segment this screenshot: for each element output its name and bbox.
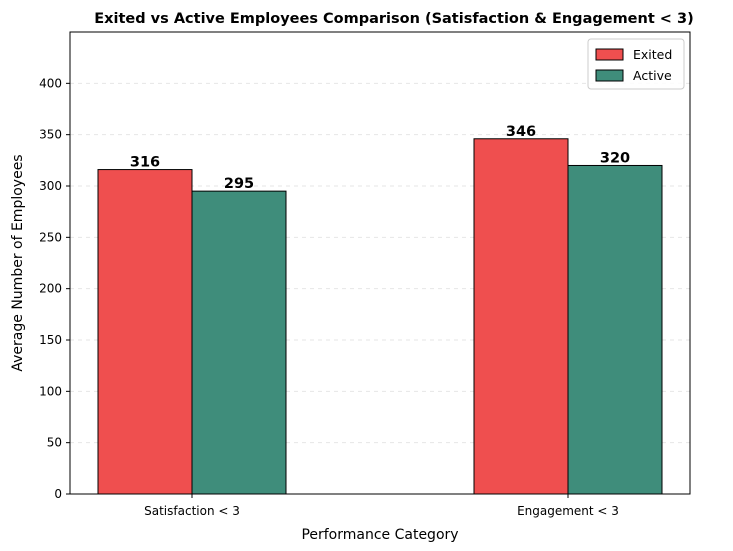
plot-frame	[69, 31, 691, 495]
bar	[97, 169, 193, 495]
x-axis-label: Performance Category	[301, 527, 458, 543]
bars: 316 295 346 320	[97, 124, 663, 495]
legend-swatch	[595, 69, 624, 82]
legend-label: Active	[633, 68, 672, 83]
bar	[191, 190, 287, 495]
x-axis: Satisfaction < 3 Engagement < 3	[144, 494, 619, 518]
y-tick-label: 400	[39, 76, 62, 90]
y-tick-label: 50	[47, 436, 62, 450]
data-label: 320	[600, 150, 630, 166]
data-label: 316	[130, 155, 160, 171]
y-tick-label: 250	[39, 230, 62, 244]
y-tick-label: 100	[39, 384, 62, 398]
legend-swatch	[595, 48, 624, 61]
legend-label: Exited	[633, 47, 672, 62]
legend: Exited Active	[587, 38, 685, 90]
y-axis: 0 50 100 150 200 250 300 350 400	[39, 76, 70, 501]
y-tick-label: 150	[39, 333, 62, 347]
data-label: 346	[506, 124, 536, 140]
bar	[473, 138, 569, 495]
x-tick-label: Engagement < 3	[517, 504, 619, 518]
y-tick-label: 0	[54, 487, 62, 501]
y-axis-label: Average Number of Employees	[10, 154, 26, 371]
y-tick-label: 300	[39, 179, 62, 193]
data-label: 295	[224, 176, 254, 192]
bar	[567, 164, 663, 495]
y-tick-label: 200	[39, 282, 62, 296]
y-tick-label: 350	[39, 128, 62, 142]
chart-title: Exited vs Active Employees Comparison (S…	[94, 11, 693, 27]
x-tick-label: Satisfaction < 3	[144, 504, 240, 518]
